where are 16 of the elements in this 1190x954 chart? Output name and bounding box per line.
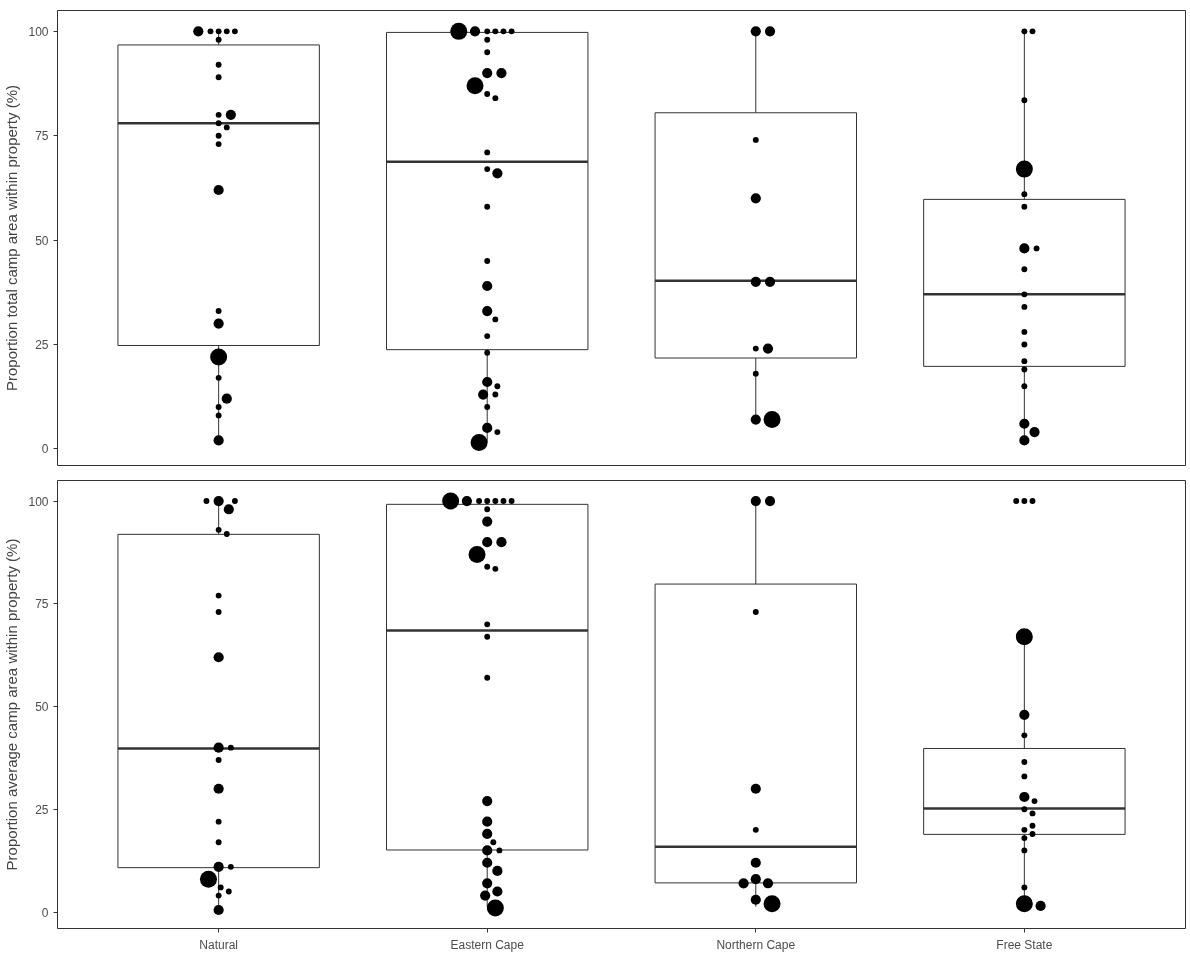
x-tick-label: Eastern Cape — [450, 937, 525, 952]
y-tick-label: 75 — [35, 129, 49, 144]
y-tick-label: 0 — [41, 905, 49, 920]
y-tick-label: 100 — [28, 24, 49, 39]
y-tick-label: 25 — [35, 802, 49, 817]
y-tick-label: 75 — [35, 597, 49, 612]
y-tick-label: 25 — [35, 337, 49, 352]
y-axis-title: Proportion total camp area within property (%) — [3, 85, 21, 391]
x-tick-label: Northern Cape — [716, 937, 796, 952]
y-tick-label: 100 — [28, 494, 49, 509]
y-tick-label: 0 — [41, 442, 49, 457]
y-tick-label: 50 — [35, 700, 49, 715]
y-axis-title: Proportion average camp area within property (%) — [3, 538, 21, 871]
x-tick-label: Free State — [996, 937, 1053, 952]
x-tick-label: Natural — [199, 937, 238, 952]
y-tick-label: 50 — [35, 233, 49, 248]
